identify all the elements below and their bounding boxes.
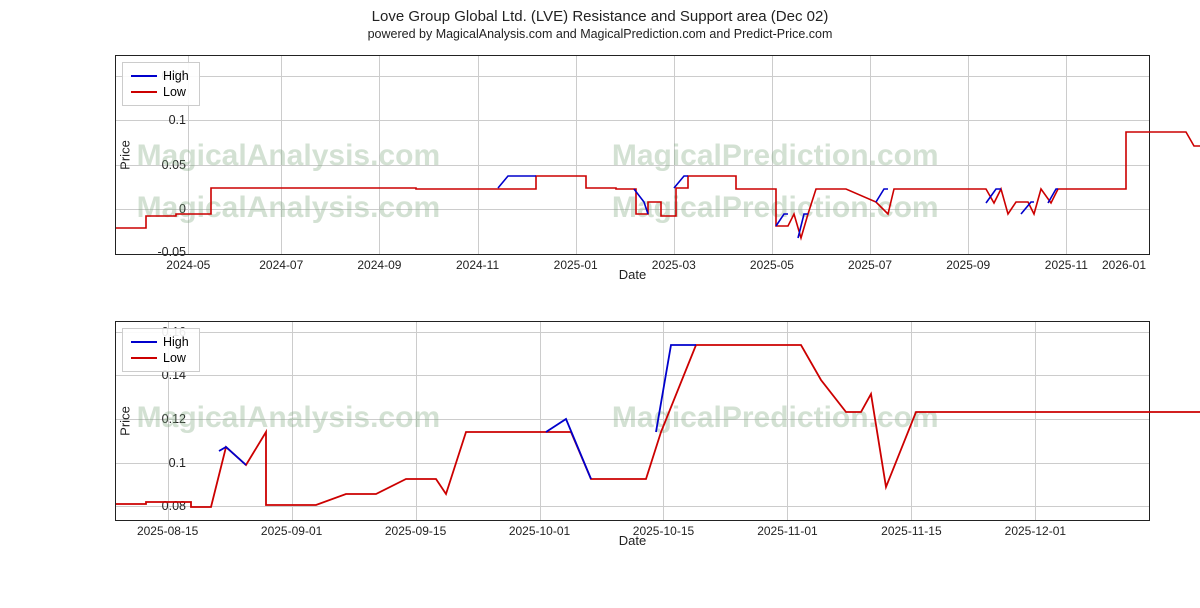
legend-low-row-bottom: Low [131, 351, 189, 365]
charts-container: 0.15 0.1 0.05 0 -0.05 2024-05 2024-07 20… [40, 47, 1160, 561]
bottom-xtick: 2025-11-01 [757, 524, 818, 538]
top-xtick: 2025-11 [1045, 258, 1088, 272]
top-xtick: 2025-05 [750, 258, 794, 272]
bottom-xtick: 2025-12-01 [1005, 524, 1066, 538]
legend-low-label-bottom: Low [163, 351, 186, 365]
legend-high-swatch [131, 75, 157, 77]
top-xtick: 2024-05 [166, 258, 210, 272]
legend-low-swatch [131, 91, 157, 93]
bottom-xtick: 2025-09-01 [261, 524, 322, 538]
top-chart: 0.15 0.1 0.05 0 -0.05 2024-05 2024-07 20… [40, 47, 1160, 295]
bottom-xlabel: Date [619, 533, 646, 548]
legend-low-label: Low [163, 85, 186, 99]
legend-low-swatch-bottom [131, 357, 157, 359]
top-xtick: 2026-01 [1102, 258, 1146, 272]
top-xtick: 2025-07 [848, 258, 892, 272]
legend-high-row-bottom: High [131, 335, 189, 349]
top-xtick: 2024-07 [259, 258, 303, 272]
legend-low-row: Low [131, 85, 189, 99]
page-title: Love Group Global Ltd. (LVE) Resistance … [0, 8, 1200, 25]
bottom-plot-area[interactable]: 0.16 0.14 0.12 0.1 0.08 2025-08-15 2025-… [115, 321, 1150, 521]
bottom-xtick: 2025-09-15 [385, 524, 446, 538]
bottom-chart: 0.16 0.14 0.12 0.1 0.08 2025-08-15 2025-… [40, 313, 1160, 561]
top-xtick: 2025-01 [554, 258, 598, 272]
top-xtick: 2025-09 [946, 258, 990, 272]
top-legend[interactable]: High Low [122, 62, 200, 106]
legend-high-row: High [131, 69, 189, 83]
bottom-band [116, 322, 1149, 520]
bottom-xtick: 2025-08-15 [137, 524, 198, 538]
top-band [116, 56, 1149, 254]
legend-high-label-bottom: High [163, 335, 189, 349]
legend-high-label: High [163, 69, 189, 83]
top-xtick: 2024-09 [357, 258, 401, 272]
page-subtitle: powered by MagicalAnalysis.com and Magic… [0, 27, 1200, 41]
top-xtick: 2025-03 [652, 258, 696, 272]
top-xlabel: Date [619, 267, 646, 282]
bottom-xtick: 2025-10-01 [509, 524, 570, 538]
bottom-legend[interactable]: High Low [122, 328, 200, 372]
legend-high-swatch-bottom [131, 341, 157, 343]
bottom-xtick: 2025-11-15 [881, 524, 942, 538]
top-plot-area[interactable]: 0.15 0.1 0.05 0 -0.05 2024-05 2024-07 20… [115, 55, 1150, 255]
top-xtick: 2024-11 [456, 258, 499, 272]
